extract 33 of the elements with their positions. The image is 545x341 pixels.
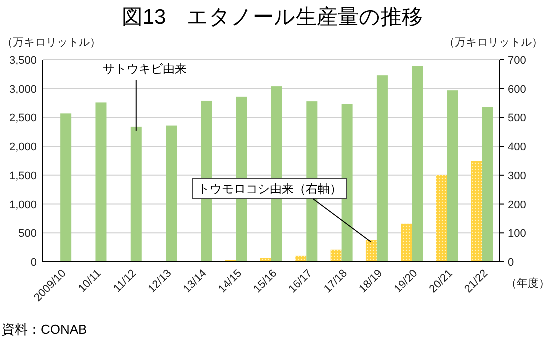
y2-tick-label: 400 [508, 142, 526, 154]
bar [366, 240, 377, 262]
y-tick-label: 3,500 [9, 55, 37, 67]
bar [96, 102, 107, 262]
y-tick-label: 3,000 [9, 84, 37, 96]
bar [376, 76, 388, 262]
y2-tick-label: 500 [508, 112, 526, 125]
y-tick-label: 0 [30, 257, 37, 269]
y-tick-label: 1,000 [9, 199, 37, 212]
y-tick-label: 2,500 [9, 112, 37, 125]
y2-tick-label: 600 [508, 84, 526, 96]
y-tick-label: 500 [18, 228, 37, 240]
y2-axis-title: （万キロリットル） [444, 37, 543, 49]
bar [401, 224, 412, 262]
y2-tick-label: 200 [508, 199, 526, 212]
y2-tick-label: 700 [508, 55, 526, 67]
y2-tick-label: 0 [508, 257, 514, 269]
y-axis-title: （万キロリットル） [2, 37, 101, 49]
y2-tick-label: 100 [508, 228, 526, 240]
bar [342, 104, 353, 262]
y-tick-label: 2,000 [9, 142, 37, 154]
bar [330, 250, 342, 262]
y2-tick-label: 300 [508, 170, 526, 182]
chart-title: 図13 エタノール生産量の推移 [122, 6, 424, 29]
bar [412, 66, 424, 262]
bar [60, 114, 72, 262]
bar [296, 256, 307, 262]
bar [130, 126, 142, 262]
x-axis-title: （年度） [506, 277, 545, 290]
text: 資料：CONAB [2, 322, 88, 337]
y-tick-label: 1,500 [9, 170, 37, 182]
bar [260, 258, 272, 262]
bar [166, 126, 178, 262]
